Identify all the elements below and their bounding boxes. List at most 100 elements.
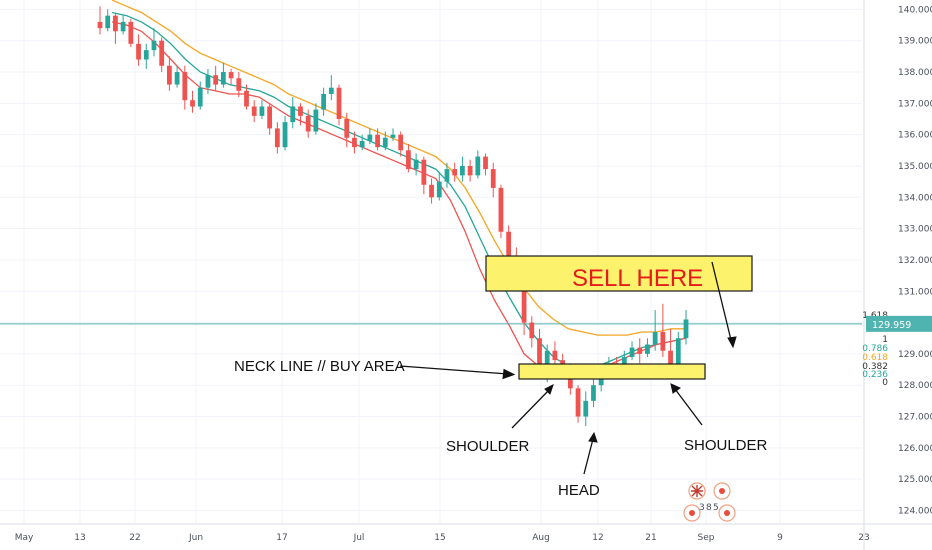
candle-body	[683, 319, 689, 339]
candle-body	[452, 169, 458, 176]
candle-body	[583, 400, 589, 417]
shoulder-left-label: SHOULDER	[446, 438, 530, 455]
date-tick-label: 12	[592, 533, 603, 543]
head-label: HEAD	[558, 482, 600, 499]
candle-body	[128, 21, 134, 44]
candle-body	[228, 72, 234, 79]
candle-body	[298, 106, 303, 116]
candle-body	[205, 75, 211, 88]
date-tick-label: 23	[858, 533, 869, 543]
candle-body	[213, 75, 219, 85]
ema-fast-line	[111, 21, 687, 380]
candle-body	[259, 106, 265, 116]
sell-here-label: SELL HERE	[572, 265, 703, 292]
candle-body	[413, 159, 419, 170]
price-tick-label: 137.000	[898, 99, 932, 109]
price-tick-label: 128.000	[898, 381, 932, 391]
date-tick-label: 21	[645, 533, 656, 543]
candle-body	[575, 388, 581, 417]
candle-body	[498, 187, 504, 232]
candle-body	[236, 78, 242, 91]
candle-body	[251, 106, 257, 116]
candle-body	[675, 338, 681, 367]
candle-body	[274, 128, 280, 148]
candle-body	[105, 15, 111, 29]
candle-body	[429, 184, 434, 198]
date-tick-label: 9	[777, 533, 783, 543]
candle-body	[336, 87, 342, 120]
price-tick-label: 132.000	[898, 256, 932, 266]
fib-level-label: 0.236	[862, 370, 888, 380]
candle-body	[313, 109, 319, 132]
candle-body	[267, 106, 273, 129]
candle-body	[282, 122, 288, 148]
sell-zone-box[interactable]	[485, 255, 753, 292]
candle-body	[120, 21, 126, 32]
candle-body	[367, 134, 373, 141]
fib-level-label: 1	[882, 335, 888, 345]
candle-body	[97, 21, 103, 29]
date-tick-label: Jun	[188, 533, 203, 543]
price-tick-label: 124.000	[898, 506, 932, 516]
annotations: SELL HERE NECK LINE // BUY AREA SHOULDER…	[234, 255, 768, 499]
fib-level-label: 0.618	[862, 353, 888, 363]
candle-body	[490, 169, 496, 188]
price-tick-label: 134.000	[898, 193, 932, 203]
candle-body	[436, 181, 442, 198]
candle-body	[483, 156, 488, 170]
date-tick-label: 15	[434, 533, 445, 543]
candle-body	[406, 150, 411, 170]
event-count: 5	[713, 503, 719, 513]
candle-body	[421, 159, 427, 185]
candle-body	[390, 134, 396, 138]
candle-body	[305, 115, 311, 132]
candle-body	[197, 87, 203, 107]
arrow-shoulder-left	[511, 384, 554, 429]
neckline-box[interactable]	[518, 363, 706, 380]
candle-body	[621, 357, 627, 370]
candle-body	[151, 40, 157, 51]
candle-body	[529, 322, 535, 339]
candle-body	[167, 65, 172, 85]
candle-body	[460, 165, 465, 176]
candle-body	[521, 278, 527, 323]
candle-body	[444, 169, 450, 182]
candle-body	[382, 137, 388, 148]
candle-body	[113, 15, 118, 32]
date-tick-label: Sep	[698, 533, 715, 543]
candle-body	[244, 90, 249, 107]
date-tick-label: 13	[74, 533, 85, 543]
candle-body	[652, 331, 658, 345]
time-axis[interactable]: May 13 22 Jun 17 Jul 15 Aug 12 21 Sep 9 23	[0, 523, 932, 543]
price-tick-label: 125.000	[898, 475, 932, 485]
neck-line-label: NECK LINE // BUY AREA	[234, 358, 405, 375]
price-tick-label: 138.000	[898, 68, 932, 78]
candle-body	[506, 231, 512, 257]
price-tick-label: 129.000	[898, 350, 932, 360]
price-tick-label: 127.000	[898, 413, 932, 423]
candle-body	[645, 344, 650, 354]
candle-body	[159, 40, 165, 66]
candle-body	[467, 165, 473, 176]
price-tick-label: 136.000	[898, 131, 932, 141]
candle-body	[143, 50, 149, 60]
shoulder-right-label: SHOULDER	[684, 437, 768, 454]
current-price-label: 129.959	[872, 320, 911, 331]
date-tick-label: Aug	[532, 533, 550, 543]
price-tick-label: 131.000	[898, 287, 932, 297]
date-tick-label: May	[15, 533, 34, 543]
candle-body	[321, 93, 326, 110]
candle-body	[190, 100, 195, 107]
event-markers[interactable]: 3 8 5	[683, 482, 736, 522]
candle-body	[475, 156, 481, 176]
price-axis[interactable]: 140.000 139.000 138.000 137.000 136.000 135.0…	[863, 0, 932, 550]
event-count: 3	[699, 503, 705, 513]
candle-body	[537, 338, 542, 373]
date-tick-label: Jul	[353, 533, 365, 543]
candle-body	[344, 119, 350, 138]
price-tag-bg	[866, 315, 932, 332]
candle-body	[552, 350, 558, 361]
candle-body	[182, 72, 188, 101]
